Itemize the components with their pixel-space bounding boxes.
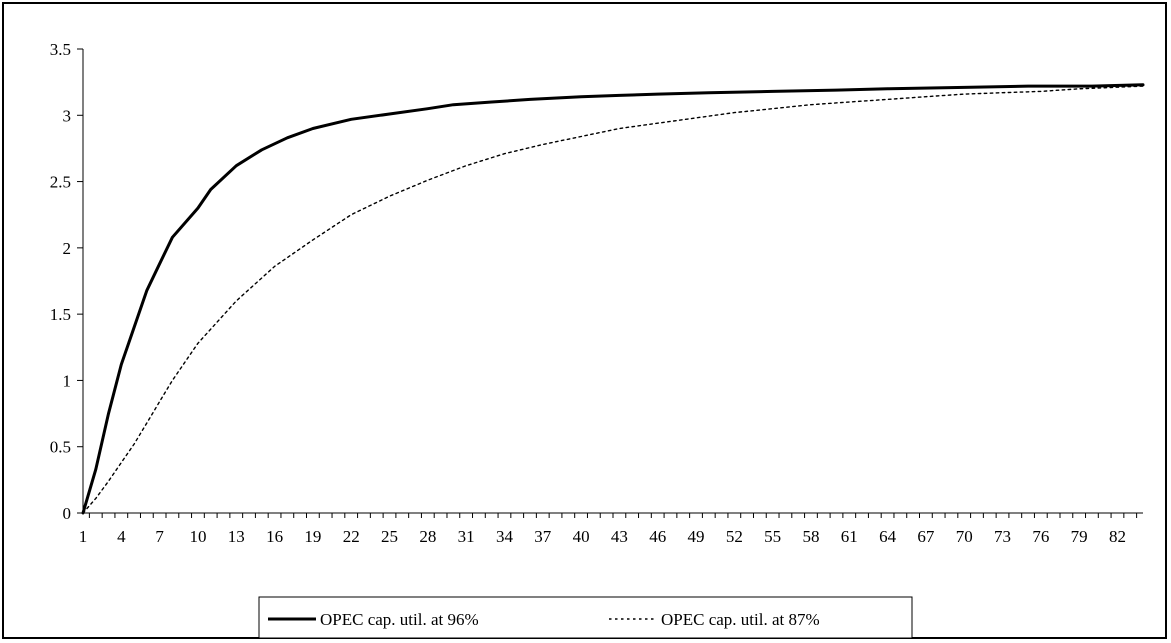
y-tick-label: 1.5	[50, 305, 71, 324]
x-tick-label: 73	[994, 527, 1011, 546]
x-tick-label: 79	[1071, 527, 1088, 546]
x-tick-label: 55	[764, 527, 781, 546]
x-tick-label: 1	[79, 527, 88, 546]
x-tick-label: 61	[841, 527, 858, 546]
x-tick-label: 25	[381, 527, 398, 546]
x-tick-label: 4	[117, 527, 126, 546]
x-tick-label: 34	[496, 527, 514, 546]
legend-label-96: OPEC cap. util. at 96%	[320, 610, 479, 629]
x-tick-label: 70	[956, 527, 973, 546]
y-tick-label: 3	[63, 106, 72, 125]
x-tick-label: 67	[917, 527, 935, 546]
legend-label-87: OPEC cap. util. at 87%	[661, 610, 820, 629]
legend: OPEC cap. util. at 96% OPEC cap. util. a…	[258, 596, 913, 639]
x-tick-label: 64	[879, 527, 897, 546]
x-tick-label: 19	[304, 527, 321, 546]
x-tick-label: 16	[266, 527, 283, 546]
x-tick-label: 13	[228, 527, 245, 546]
x-tick-label: 40	[573, 527, 590, 546]
x-tick-label: 10	[189, 527, 206, 546]
x-tick-label: 82	[1109, 527, 1126, 546]
y-tick-label: 2.5	[50, 173, 71, 192]
y-tick-label: 1	[63, 371, 72, 390]
x-tick-label: 58	[802, 527, 819, 546]
y-tick-label: 0	[63, 504, 72, 523]
x-tick-label: 52	[726, 527, 743, 546]
x-tick-label: 49	[688, 527, 705, 546]
y-tick-label: 0.5	[50, 438, 71, 457]
x-tick-label: 46	[649, 527, 666, 546]
x-tick-label: 37	[534, 527, 552, 546]
x-tick-label: 22	[343, 527, 360, 546]
x-tick-label: 31	[458, 527, 475, 546]
legend-box	[258, 596, 913, 639]
y-tick-label: 2	[63, 239, 72, 258]
x-tick-label: 7	[155, 527, 164, 546]
x-tick-label: 28	[419, 527, 436, 546]
x-tick-label: 43	[611, 527, 628, 546]
x-axis: 1 4 7 10 13 16 19 22 25 28 31 34 37 40 43 46 49 52 55 58 61 6…	[79, 512, 1143, 546]
x-tick-label: 76	[1032, 527, 1049, 546]
series-lines	[81, 83, 1145, 515]
series-line-96	[81, 83, 1145, 515]
y-axis: 0 0.5 1 1.5 2 2.5 3 3.5	[50, 40, 84, 523]
y-tick-label: 3.5	[50, 40, 71, 59]
series-line-87	[82, 85, 1144, 514]
